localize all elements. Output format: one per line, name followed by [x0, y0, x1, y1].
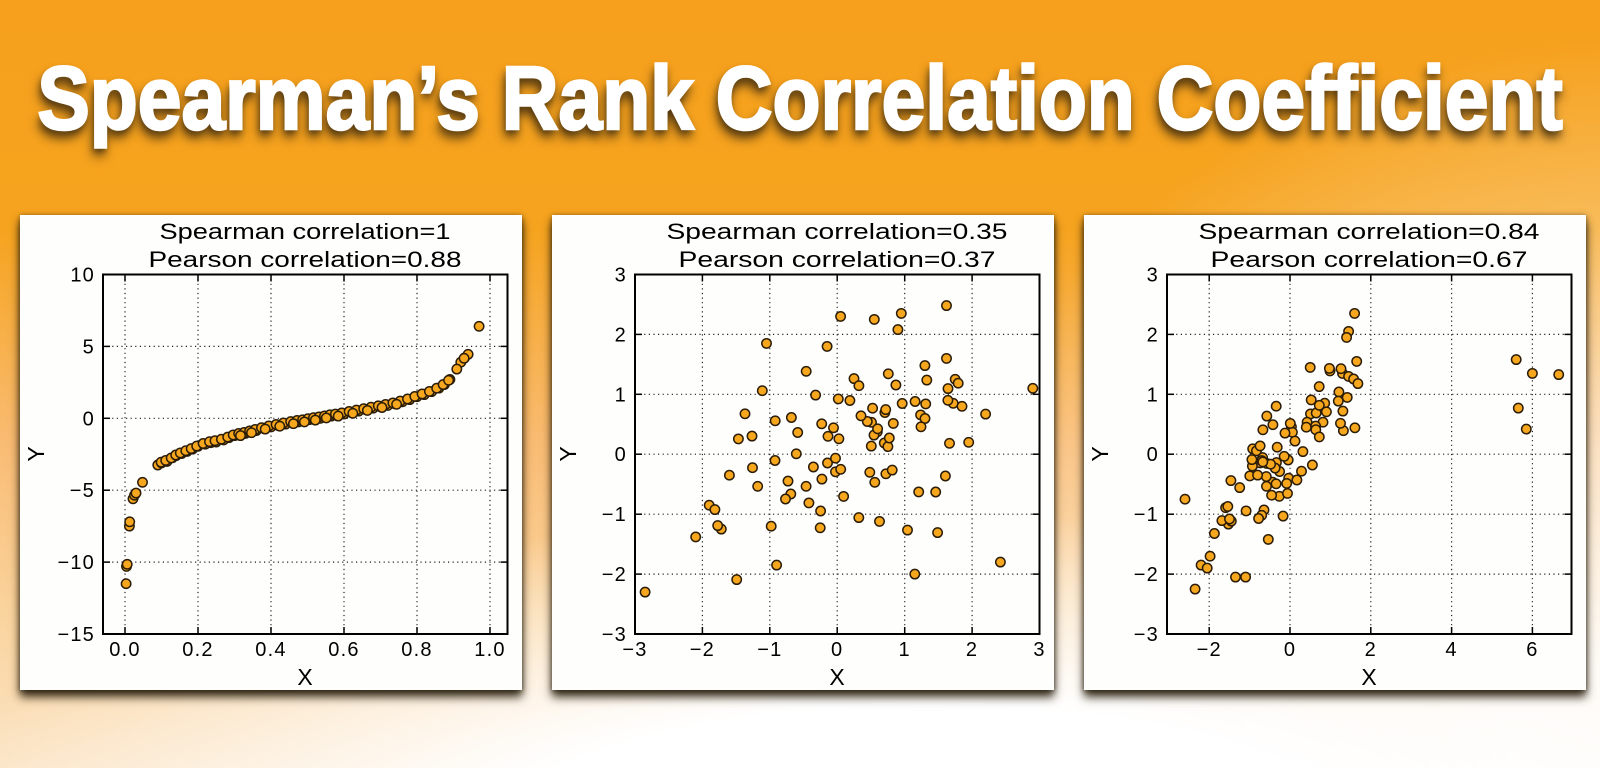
svg-text:−2: −2	[690, 639, 715, 661]
svg-text:−10: −10	[57, 552, 95, 574]
svg-text:−3: −3	[622, 639, 647, 661]
svg-text:0.8: 0.8	[401, 639, 432, 661]
svg-text:3: 3	[1147, 265, 1159, 287]
svg-text:−1: −1	[757, 639, 782, 661]
svg-text:0: 0	[1284, 639, 1296, 661]
svg-text:X: X	[829, 664, 844, 690]
svg-text:2: 2	[966, 639, 978, 661]
svg-text:Y: Y	[23, 446, 49, 461]
svg-text:3: 3	[615, 265, 627, 287]
svg-text:0.2: 0.2	[182, 639, 213, 661]
svg-text:−1: −1	[602, 504, 627, 526]
svg-text:3: 3	[1033, 639, 1045, 661]
svg-text:−1: −1	[1134, 504, 1159, 526]
svg-text:0.6: 0.6	[328, 639, 359, 661]
svg-text:−3: −3	[1134, 624, 1159, 646]
svg-text:Pearson correlation=0.37: Pearson correlation=0.37	[679, 247, 996, 272]
svg-text:1: 1	[1147, 384, 1159, 406]
svg-text:Pearson correlation=0.67: Pearson correlation=0.67	[1211, 247, 1528, 272]
svg-text:10: 10	[70, 265, 95, 287]
svg-text:−15: −15	[57, 624, 95, 646]
svg-text:4: 4	[1445, 639, 1457, 661]
svg-text:2: 2	[615, 324, 627, 346]
svg-text:0: 0	[615, 444, 627, 466]
svg-text:−5: −5	[70, 480, 95, 502]
svg-text:Y: Y	[555, 446, 581, 461]
svg-text:6: 6	[1526, 639, 1538, 661]
svg-text:0.4: 0.4	[255, 639, 286, 661]
svg-text:5: 5	[83, 336, 95, 358]
svg-text:1: 1	[899, 639, 911, 661]
svg-text:0: 0	[83, 408, 95, 430]
svg-text:−2: −2	[1134, 564, 1159, 586]
svg-text:0: 0	[831, 639, 843, 661]
svg-text:−3: −3	[602, 624, 627, 646]
svg-text:Y: Y	[1087, 446, 1113, 461]
svg-text:2: 2	[1365, 639, 1377, 661]
svg-text:−2: −2	[1197, 639, 1222, 661]
svg-text:1: 1	[615, 384, 627, 406]
svg-text:1.0: 1.0	[474, 639, 505, 661]
svg-text:2: 2	[1147, 324, 1159, 346]
svg-text:−2: −2	[602, 564, 627, 586]
svg-text:Pearson correlation=0.88: Pearson correlation=0.88	[149, 247, 462, 272]
svg-text:0: 0	[1147, 444, 1159, 466]
svg-text:Spearman correlation=1: Spearman correlation=1	[160, 219, 451, 244]
svg-text:X: X	[1361, 664, 1376, 690]
svg-text:Spearman correlation=0.35: Spearman correlation=0.35	[667, 219, 1008, 244]
svg-text:0.0: 0.0	[109, 639, 140, 661]
svg-text:Spearman correlation=0.84: Spearman correlation=0.84	[1199, 219, 1540, 244]
svg-text:X: X	[297, 664, 312, 690]
